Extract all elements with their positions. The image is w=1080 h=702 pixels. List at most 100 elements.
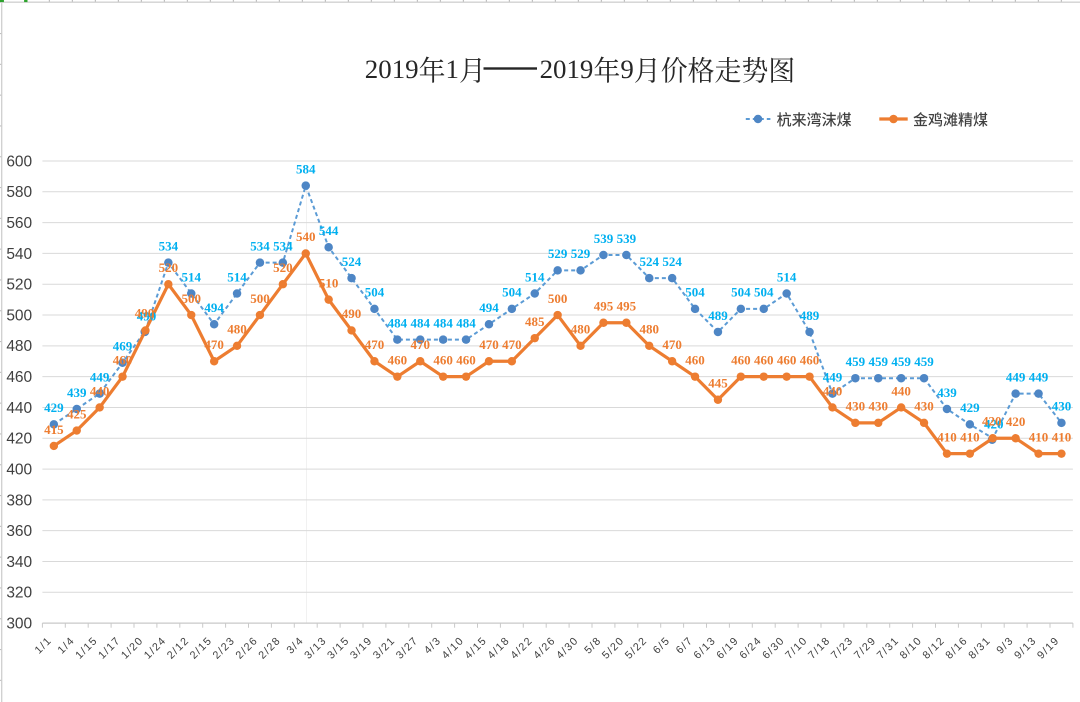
svg-text:380: 380 — [6, 492, 32, 509]
svg-text:430: 430 — [1052, 399, 1072, 414]
svg-text:460: 460 — [777, 352, 797, 367]
svg-text:430: 430 — [869, 399, 889, 414]
svg-text:300: 300 — [6, 616, 32, 633]
svg-text:484: 484 — [388, 315, 408, 330]
svg-text:480: 480 — [6, 338, 32, 355]
svg-text:500: 500 — [548, 291, 568, 306]
svg-text:539: 539 — [594, 231, 614, 246]
svg-text:449: 449 — [1029, 369, 1049, 384]
svg-text:1: 1 — [446, 54, 459, 84]
svg-text:400: 400 — [6, 461, 32, 478]
svg-text:514: 514 — [182, 269, 202, 284]
svg-text:514: 514 — [525, 269, 545, 284]
svg-text:539: 539 — [617, 231, 637, 246]
svg-text:459: 459 — [869, 354, 889, 369]
svg-text:410: 410 — [937, 429, 957, 444]
svg-text:500: 500 — [182, 291, 202, 306]
svg-text:9: 9 — [620, 54, 633, 84]
svg-text:340: 340 — [6, 554, 32, 571]
svg-text:420: 420 — [6, 431, 32, 448]
svg-text:439: 439 — [67, 385, 87, 400]
svg-text:534: 534 — [159, 238, 179, 253]
svg-text:2019: 2019 — [365, 54, 419, 84]
svg-text:459: 459 — [914, 354, 934, 369]
svg-text:449: 449 — [1006, 369, 1026, 384]
svg-text:540: 540 — [6, 246, 32, 263]
svg-text:490: 490 — [135, 305, 155, 320]
svg-text:440: 440 — [891, 383, 911, 398]
svg-text:484: 484 — [456, 315, 476, 330]
svg-text:504: 504 — [502, 285, 522, 300]
svg-text:425: 425 — [67, 406, 87, 421]
svg-text:480: 480 — [640, 322, 660, 337]
svg-text:429: 429 — [44, 400, 64, 415]
svg-text:410: 410 — [1029, 429, 1049, 444]
svg-text:445: 445 — [708, 376, 728, 391]
svg-text:470: 470 — [502, 337, 522, 352]
svg-text:560: 560 — [6, 215, 32, 232]
svg-text:415: 415 — [44, 422, 64, 437]
svg-text:490: 490 — [342, 306, 362, 321]
svg-text:470: 470 — [204, 337, 224, 352]
svg-text:524: 524 — [342, 254, 362, 269]
svg-text:495: 495 — [594, 299, 614, 314]
svg-text:2019: 2019 — [540, 54, 594, 84]
svg-text:480: 480 — [571, 322, 591, 337]
svg-text:524: 524 — [640, 254, 660, 269]
svg-text:440: 440 — [90, 383, 110, 398]
svg-text:470: 470 — [365, 337, 385, 352]
svg-text:489: 489 — [800, 308, 820, 323]
svg-text:580: 580 — [6, 184, 32, 201]
svg-text:440: 440 — [6, 400, 32, 417]
svg-text:420: 420 — [982, 413, 1002, 428]
svg-text:529: 529 — [571, 246, 591, 261]
svg-text:460: 460 — [685, 352, 705, 367]
svg-text:520: 520 — [273, 260, 293, 275]
svg-text:489: 489 — [708, 308, 728, 323]
svg-text:470: 470 — [411, 337, 431, 352]
svg-text:480: 480 — [227, 322, 247, 337]
svg-text:459: 459 — [891, 354, 911, 369]
svg-text:520: 520 — [6, 277, 32, 294]
svg-text:524: 524 — [662, 254, 682, 269]
svg-text:600: 600 — [6, 153, 32, 170]
svg-text:504: 504 — [685, 285, 705, 300]
svg-text:514: 514 — [777, 269, 797, 284]
svg-text:584: 584 — [296, 161, 316, 176]
svg-text:430: 430 — [846, 399, 866, 414]
svg-text:429: 429 — [960, 400, 980, 415]
svg-text:320: 320 — [6, 585, 32, 602]
svg-text:470: 470 — [479, 337, 499, 352]
svg-text:470: 470 — [662, 337, 682, 352]
svg-text:484: 484 — [411, 315, 431, 330]
svg-text:510: 510 — [319, 275, 339, 290]
svg-text:529: 529 — [548, 246, 568, 261]
svg-text:504: 504 — [754, 285, 774, 300]
svg-text:460: 460 — [113, 352, 133, 367]
svg-text:449: 449 — [90, 369, 110, 384]
svg-text:544: 544 — [319, 223, 339, 238]
svg-text:460: 460 — [754, 352, 774, 367]
svg-text:484: 484 — [433, 315, 453, 330]
svg-text:410: 410 — [1052, 429, 1072, 444]
svg-text:494: 494 — [204, 300, 224, 315]
svg-text:540: 540 — [296, 229, 316, 244]
svg-text:514: 514 — [227, 269, 247, 284]
svg-text:460: 460 — [731, 352, 751, 367]
svg-text:449: 449 — [823, 369, 843, 384]
svg-text:460: 460 — [456, 352, 476, 367]
svg-text:410: 410 — [960, 429, 980, 444]
svg-text:460: 460 — [388, 352, 408, 367]
svg-text:534: 534 — [250, 238, 270, 253]
svg-text:459: 459 — [846, 354, 866, 369]
svg-text:460: 460 — [800, 352, 820, 367]
svg-text:440: 440 — [823, 383, 843, 398]
svg-text:504: 504 — [731, 285, 751, 300]
svg-text:420: 420 — [1006, 414, 1026, 429]
svg-text:439: 439 — [937, 385, 957, 400]
svg-text:460: 460 — [6, 369, 32, 386]
svg-text:504: 504 — [365, 285, 385, 300]
svg-text:490: 490 — [137, 308, 157, 323]
svg-text:485: 485 — [525, 314, 545, 329]
svg-text:520: 520 — [159, 260, 179, 275]
